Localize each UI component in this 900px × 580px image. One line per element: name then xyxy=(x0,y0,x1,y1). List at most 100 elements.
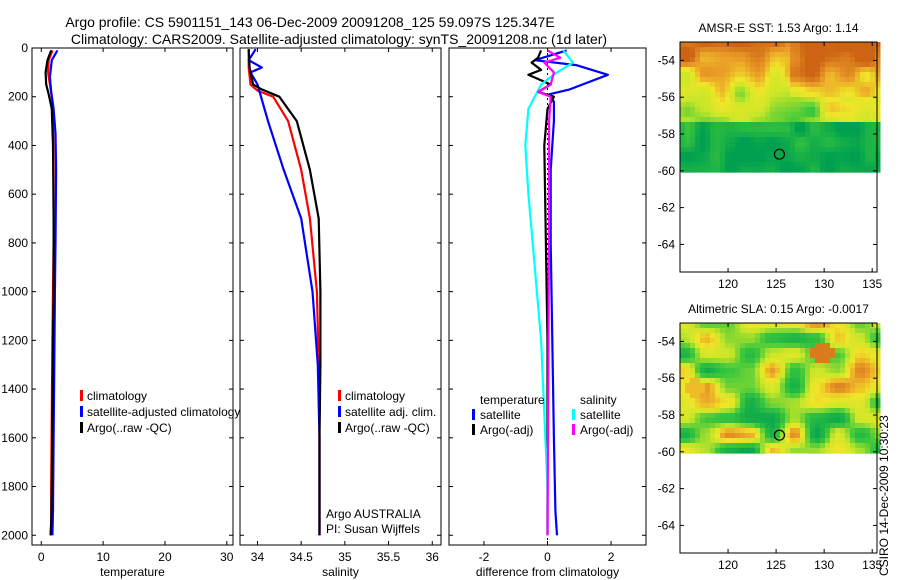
heatmap-cell xyxy=(765,57,771,63)
heatmap-cell xyxy=(710,338,716,344)
heatmap-cell xyxy=(755,353,761,359)
heatmap-cell xyxy=(685,57,691,63)
heatmap-cell xyxy=(795,97,801,103)
heatmap-cell xyxy=(780,328,786,334)
heatmap-cell xyxy=(870,67,876,73)
heatmap-cell xyxy=(750,132,756,138)
heatmap-cell xyxy=(755,97,761,103)
heatmap-cell xyxy=(700,428,706,434)
heatmap-cell xyxy=(780,373,786,379)
heatmap-cell xyxy=(845,428,851,434)
heatmap-cell xyxy=(685,398,691,404)
heatmap-cell xyxy=(840,323,846,329)
heatmap-cell xyxy=(870,413,876,419)
heatmap-cell xyxy=(685,142,691,148)
heatmap-cell xyxy=(760,403,766,409)
heatmap-cell xyxy=(770,167,776,173)
heatmap-cell xyxy=(690,167,696,173)
heatmap-cell xyxy=(820,403,826,409)
heatmap-cell xyxy=(760,358,766,364)
heatmap-cell xyxy=(860,323,866,329)
heatmap-cell xyxy=(825,408,831,414)
heatmap-cell xyxy=(710,383,716,389)
heatmap-cell xyxy=(865,368,871,374)
heatmap-cell xyxy=(800,383,806,389)
heatmap-cell xyxy=(865,112,871,118)
heatmap-cell xyxy=(760,348,766,354)
heatmap-cell xyxy=(735,453,741,454)
heatmap-cell xyxy=(725,408,731,414)
heatmap-cell xyxy=(710,77,716,83)
heatmap-cell xyxy=(870,42,876,48)
heatmap-cell xyxy=(780,117,786,123)
heatmap-cell xyxy=(825,388,831,394)
heatmap-cell xyxy=(725,423,731,429)
heatmap-cell xyxy=(810,403,816,409)
heatmap-cell xyxy=(760,323,766,329)
heatmap-cell xyxy=(740,443,746,449)
heatmap-cell xyxy=(810,132,816,138)
heatmap-cell xyxy=(725,338,731,344)
heatmap-cell xyxy=(730,47,736,53)
heatmap-cell xyxy=(860,47,866,53)
heatmap-cell xyxy=(825,57,831,63)
heatmap-cell xyxy=(800,132,806,138)
heatmap-cell xyxy=(695,373,701,379)
heatmap-cell xyxy=(745,448,751,454)
heatmap-cell xyxy=(785,97,791,103)
heatmap-cell xyxy=(690,57,696,63)
heatmap-cell xyxy=(780,413,786,419)
heatmap-cell xyxy=(795,373,801,379)
heatmap-cell xyxy=(710,333,716,339)
heatmap-cell xyxy=(765,87,771,93)
heatmap-cell xyxy=(805,62,811,68)
heatmap-cell xyxy=(820,117,826,123)
heatmap-cell xyxy=(835,112,841,118)
heatmap-cell xyxy=(740,92,746,98)
heatmap-cell xyxy=(735,438,741,444)
heatmap-cell xyxy=(740,438,746,444)
heatmap-cell xyxy=(695,92,701,98)
heatmap-cell xyxy=(710,62,716,68)
heatmap-cell xyxy=(825,92,831,98)
heatmap-cell xyxy=(785,132,791,138)
heatmap-cell xyxy=(730,87,736,93)
plot-frame xyxy=(239,47,442,546)
heatmap-cell xyxy=(755,142,761,148)
heatmap-cell xyxy=(710,328,716,334)
heatmap-cell xyxy=(870,433,876,439)
heatmap-cell xyxy=(680,423,686,429)
heatmap-cell xyxy=(755,328,761,334)
heatmap-cell xyxy=(755,383,761,389)
heatmap-cell xyxy=(865,82,871,88)
heatmap-cell xyxy=(785,77,791,83)
heatmap-cell xyxy=(795,117,801,123)
heatmap-cell xyxy=(835,368,841,374)
heatmap-cell xyxy=(855,132,861,138)
heatmap-cell xyxy=(710,423,716,429)
heatmap-cell xyxy=(735,358,741,364)
heatmap-cell xyxy=(750,333,756,339)
heatmap-cell xyxy=(700,42,706,48)
heatmap-cell xyxy=(805,162,811,168)
heatmap-cell xyxy=(780,142,786,148)
heatmap-cell xyxy=(750,413,756,419)
heatmap-cell xyxy=(800,378,806,384)
heatmap-cell xyxy=(865,97,871,103)
heatmap-cell xyxy=(780,388,786,394)
heatmap-cell xyxy=(820,398,826,404)
heatmap-cell xyxy=(785,137,791,143)
heatmap-cell xyxy=(735,137,741,143)
heatmap-cell xyxy=(680,87,686,93)
heatmap-cell xyxy=(725,433,731,439)
heatmap-cell xyxy=(775,137,781,143)
heatmap-cell xyxy=(860,423,866,429)
heatmap-cell xyxy=(845,393,851,399)
heatmap-cell xyxy=(875,162,881,168)
heatmap-cell xyxy=(745,52,751,58)
heatmap-cell xyxy=(725,152,731,158)
heatmap-cell xyxy=(700,328,706,334)
heatmap-cell xyxy=(795,428,801,434)
heatmap-cell xyxy=(720,72,726,78)
heatmap-cell xyxy=(865,42,871,48)
